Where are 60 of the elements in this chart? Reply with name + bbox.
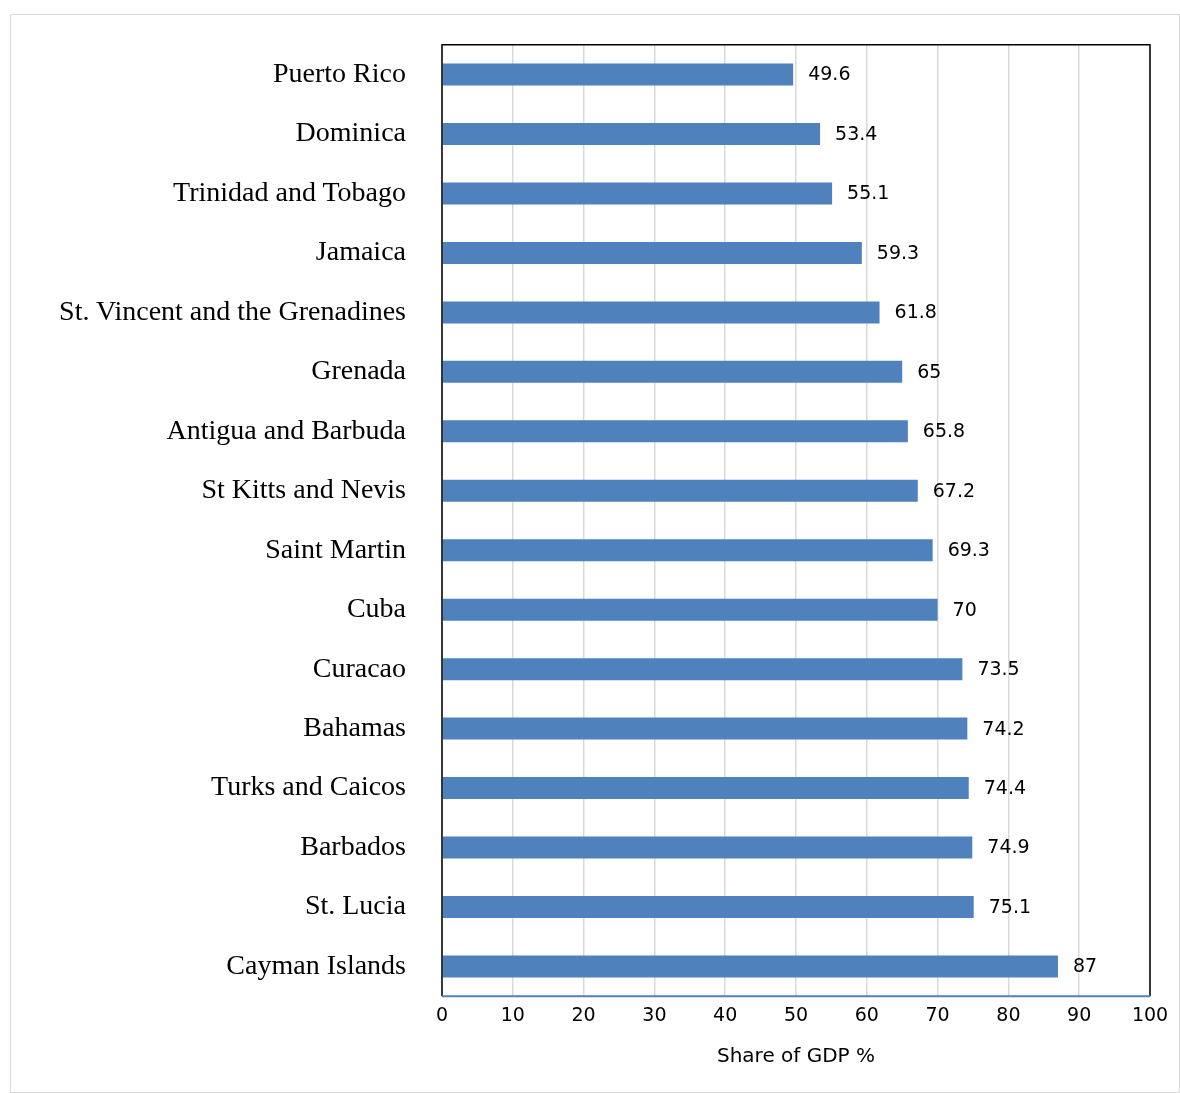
x-tick-label: 40	[713, 1002, 738, 1025]
bar	[442, 598, 938, 621]
bar	[442, 539, 933, 562]
data-label: 69.3	[947, 538, 990, 561]
data-label: 59.3	[876, 240, 920, 263]
y-tick-label: St. Lucia	[304, 889, 407, 921]
bar	[442, 777, 969, 800]
bar	[442, 836, 973, 859]
y-tick-label: St Kitts and Nevis	[201, 473, 406, 505]
bar	[442, 360, 903, 383]
y-tick-label: Curacao	[312, 651, 406, 683]
data-label: 55.1	[847, 181, 890, 204]
bar	[442, 241, 862, 264]
bar	[442, 658, 963, 681]
data-label: 70	[952, 597, 977, 620]
bar	[442, 955, 1058, 978]
x-tick-label: 30	[642, 1002, 667, 1025]
y-tick-label: Barbados	[300, 829, 406, 861]
data-label: 65.8	[922, 419, 966, 442]
data-label: 75.1	[988, 894, 1032, 917]
x-tick-label: 100	[1131, 1002, 1169, 1025]
bar	[442, 182, 833, 205]
y-tick-label: Cuba	[346, 592, 407, 624]
x-tick-label: 90	[1067, 1002, 1092, 1025]
bar	[442, 122, 821, 145]
y-tick-label: Antigua and Barbuda	[166, 413, 407, 445]
bar	[442, 301, 880, 324]
data-label: 87	[1072, 954, 1098, 977]
x-tick-label: 60	[854, 1002, 879, 1025]
y-tick-label: Jamaica	[315, 235, 407, 267]
x-tick-label: 80	[996, 1002, 1021, 1025]
y-tick-label: Trinidad and Tobago	[173, 175, 406, 207]
y-tick-label: Saint Martin	[265, 532, 406, 564]
bar	[442, 479, 918, 502]
data-label: 74.2	[982, 716, 1025, 739]
y-tick-label: St. Vincent and the Grenadines	[59, 294, 406, 326]
data-label: 61.8	[894, 300, 937, 323]
data-label: 67.2	[932, 478, 976, 501]
bar	[442, 420, 908, 443]
data-label: 49.6	[808, 62, 851, 85]
data-label: 74.9	[987, 835, 1030, 858]
x-tick-label: 70	[925, 1002, 950, 1025]
x-tick-label: 50	[783, 1002, 809, 1025]
data-label: 73.5	[977, 657, 1020, 680]
data-label: 74.4	[983, 776, 1027, 799]
y-tick-label: Turks and Caicos	[211, 770, 406, 802]
y-tick-label: Cayman Islands	[226, 948, 406, 980]
data-label: 65	[917, 359, 942, 382]
y-tick-label: Bahamas	[303, 710, 406, 742]
x-tick-label: 10	[500, 1002, 525, 1025]
y-tick-label: Dominica	[295, 116, 407, 148]
y-tick-label: Puerto Rico	[273, 56, 406, 88]
data-label: 53.4	[835, 121, 878, 144]
x-tick-label: 0	[435, 1002, 449, 1025]
x-tick-label: 20	[571, 1002, 596, 1025]
bar	[442, 63, 794, 86]
bar	[442, 896, 974, 919]
x-axis-title: Share of GDP %	[716, 1043, 876, 1068]
y-tick-label: Grenada	[311, 354, 407, 386]
bar	[442, 717, 968, 740]
